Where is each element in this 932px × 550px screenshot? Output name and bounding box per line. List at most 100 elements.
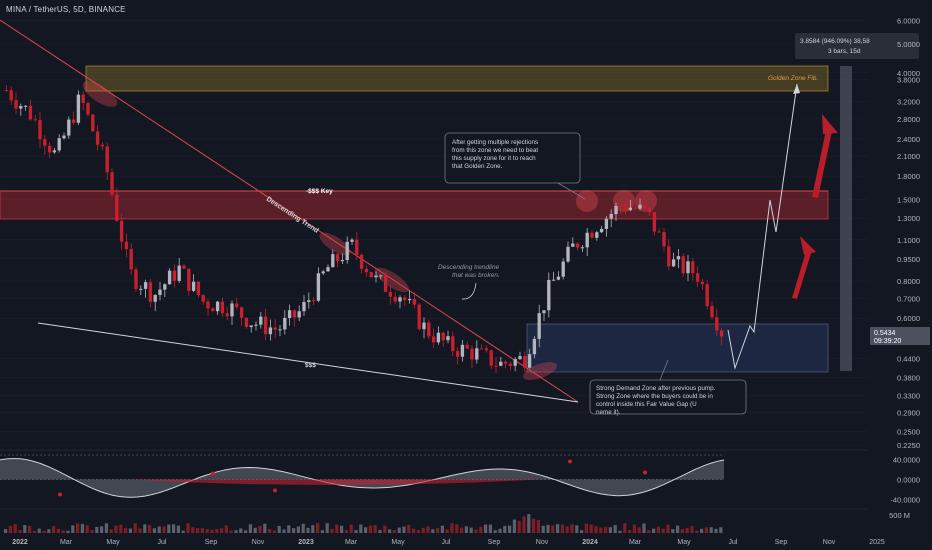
candle-body[interactable]	[158, 289, 162, 295]
candles-layer[interactable]	[4, 85, 724, 374]
candle-body[interactable]	[374, 275, 378, 278]
candle-body[interactable]	[297, 311, 301, 318]
candle-body[interactable]	[686, 261, 690, 274]
candle-body[interactable]	[417, 304, 421, 330]
candle-body[interactable]	[340, 260, 345, 262]
candle-body[interactable]	[19, 106, 23, 109]
candle-body[interactable]	[503, 361, 508, 364]
candle-body[interactable]	[470, 348, 474, 360]
candle-body[interactable]	[52, 150, 57, 153]
candle-body[interactable]	[633, 207, 637, 209]
candle-body[interactable]	[508, 363, 513, 366]
candle-body[interactable]	[273, 327, 277, 330]
candle-body[interactable]	[460, 344, 465, 357]
candle-body[interactable]	[110, 172, 114, 195]
candle-body[interactable]	[95, 131, 100, 145]
candle-body[interactable]	[379, 275, 383, 277]
candle-body[interactable]	[129, 248, 133, 270]
candle-body[interactable]	[499, 361, 503, 366]
candle-body[interactable]	[681, 256, 685, 274]
candle-body[interactable]	[407, 299, 412, 301]
candle-body[interactable]	[326, 267, 330, 272]
candle-body[interactable]	[139, 288, 143, 290]
candle-body[interactable]	[124, 241, 129, 249]
candle-body[interactable]	[403, 297, 407, 301]
candle-body[interactable]	[398, 297, 402, 302]
candle-body[interactable]	[143, 282, 148, 289]
candle-body[interactable]	[148, 282, 153, 302]
candle-body[interactable]	[100, 144, 105, 147]
candle-body[interactable]	[287, 310, 292, 318]
candle-body[interactable]	[455, 351, 460, 357]
candle-body[interactable]	[38, 120, 42, 140]
candle-body[interactable]	[182, 265, 186, 269]
candle-body[interactable]	[700, 281, 705, 285]
candle-body[interactable]	[547, 279, 551, 311]
candle-body[interactable]	[268, 327, 273, 335]
candle-body[interactable]	[321, 271, 325, 274]
candle-body[interactable]	[619, 205, 623, 207]
candle-body[interactable]	[614, 205, 618, 215]
candle-body[interactable]	[436, 332, 441, 343]
candle-body[interactable]	[105, 146, 109, 173]
candle-body[interactable]	[513, 359, 517, 366]
candle-body[interactable]	[283, 317, 287, 330]
candle-body[interactable]	[254, 324, 258, 326]
candle-body[interactable]	[278, 329, 282, 331]
candle-body[interactable]	[196, 281, 201, 295]
candle-body[interactable]	[115, 194, 119, 221]
candle-body[interactable]	[259, 316, 263, 325]
candle-body[interactable]	[604, 218, 609, 229]
candle-body[interactable]	[187, 268, 191, 291]
candle-body[interactable]	[249, 325, 253, 328]
candle-body[interactable]	[14, 100, 18, 109]
candle-body[interactable]	[518, 356, 522, 360]
candle-body[interactable]	[580, 247, 585, 249]
candle-body[interactable]	[67, 119, 71, 136]
candle-body[interactable]	[638, 204, 642, 209]
candle-body[interactable]	[331, 254, 335, 268]
candle-body[interactable]	[76, 94, 81, 123]
candle-body[interactable]	[119, 220, 124, 242]
candle-body[interactable]	[441, 332, 445, 341]
candle-body[interactable]	[4, 90, 9, 92]
candle-body[interactable]	[489, 350, 493, 366]
candle-body[interactable]	[153, 294, 157, 302]
candle-body[interactable]	[484, 348, 489, 351]
candle-body[interactable]	[91, 114, 95, 132]
candle-body[interactable]	[239, 307, 244, 318]
candle-body[interactable]	[628, 207, 633, 211]
candle-body[interactable]	[595, 232, 599, 238]
candle-body[interactable]	[451, 336, 455, 352]
candle-body[interactable]	[43, 139, 47, 146]
candle-body[interactable]	[47, 145, 52, 153]
candle-body[interactable]	[494, 365, 498, 367]
candle-body[interactable]	[479, 348, 484, 350]
candle-body[interactable]	[211, 308, 215, 312]
candle-body[interactable]	[561, 261, 565, 277]
candle-body[interactable]	[465, 344, 469, 349]
candle-body[interactable]	[647, 207, 652, 213]
candle-body[interactable]	[307, 300, 311, 303]
candle-body[interactable]	[263, 316, 268, 335]
candle-body[interactable]	[345, 241, 349, 261]
candle-body[interactable]	[23, 105, 28, 107]
candle-body[interactable]	[57, 138, 61, 151]
candle-body[interactable]	[523, 356, 527, 368]
candle-body[interactable]	[244, 317, 249, 328]
candle-body[interactable]	[359, 254, 364, 269]
candle-body[interactable]	[446, 336, 450, 341]
candle-body[interactable]	[671, 259, 676, 267]
candle-body[interactable]	[383, 275, 388, 292]
candle-body[interactable]	[710, 305, 714, 318]
candle-body[interactable]	[566, 246, 570, 262]
candle-body[interactable]	[206, 301, 210, 309]
candle-body[interactable]	[475, 348, 479, 360]
candle-body[interactable]	[393, 296, 397, 302]
candle-body[interactable]	[609, 214, 613, 219]
candle-body[interactable]	[172, 270, 177, 281]
candle-body[interactable]	[191, 281, 196, 291]
candle-body[interactable]	[81, 94, 85, 103]
candle-body[interactable]	[556, 276, 561, 280]
